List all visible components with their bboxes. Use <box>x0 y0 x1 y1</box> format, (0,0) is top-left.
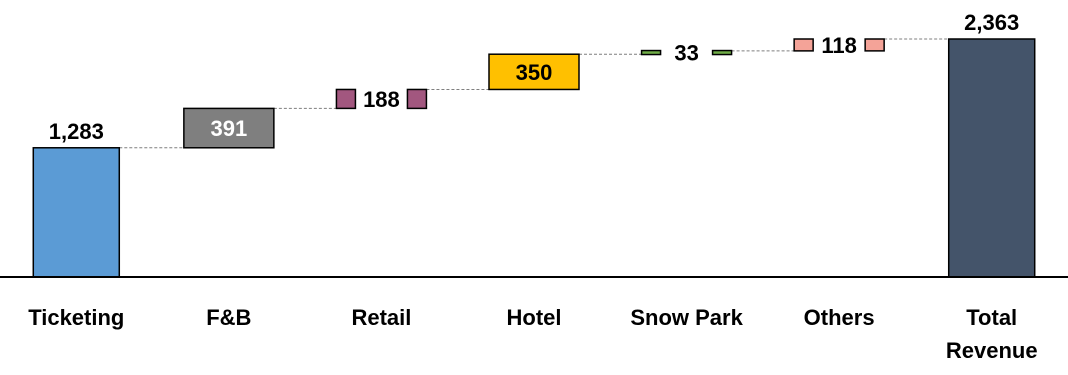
category-label-ticketing: Ticketing <box>28 305 124 330</box>
bar-ticketing <box>32 147 121 278</box>
bars-group <box>32 38 1036 278</box>
bar-snow-park-left <box>640 49 662 56</box>
value-label-snow-park: 33 <box>674 41 698 66</box>
value-label-others: 118 <box>821 33 857 58</box>
bar-others-right <box>864 38 885 52</box>
category-label-retail: Retail <box>351 305 411 330</box>
bar-total-revenue <box>947 38 1036 278</box>
bar-f-b <box>183 107 275 149</box>
category-label-others: Others <box>804 305 875 330</box>
bar-hotel <box>488 53 580 91</box>
category-label-snow-park: Snow Park <box>630 305 743 330</box>
value-label-f-b: 391 <box>210 116 247 141</box>
bar-retail-left <box>335 88 357 110</box>
category-labels-group: Ticketing F&B Retail Hotel Snow Park Others To… <box>28 305 1037 363</box>
connector-lines <box>119 38 949 149</box>
bar-snow-park-right <box>711 49 733 56</box>
category-label-hotel: Hotel <box>507 305 562 330</box>
value-labels-group: 1,283 391 188 350 33 118 2,363 <box>49 10 1019 144</box>
category-label-total-revenue: Total Revenue <box>946 305 1038 363</box>
category-label-f-b: F&B <box>206 305 251 330</box>
value-label-ticketing: 1,283 <box>49 119 104 144</box>
bar-others-left <box>793 38 814 52</box>
value-label-retail: 188 <box>363 87 400 112</box>
value-label-hotel: 350 <box>516 60 553 85</box>
bar-retail-right <box>406 88 428 110</box>
value-label-total-revenue: 2,363 <box>964 10 1019 35</box>
